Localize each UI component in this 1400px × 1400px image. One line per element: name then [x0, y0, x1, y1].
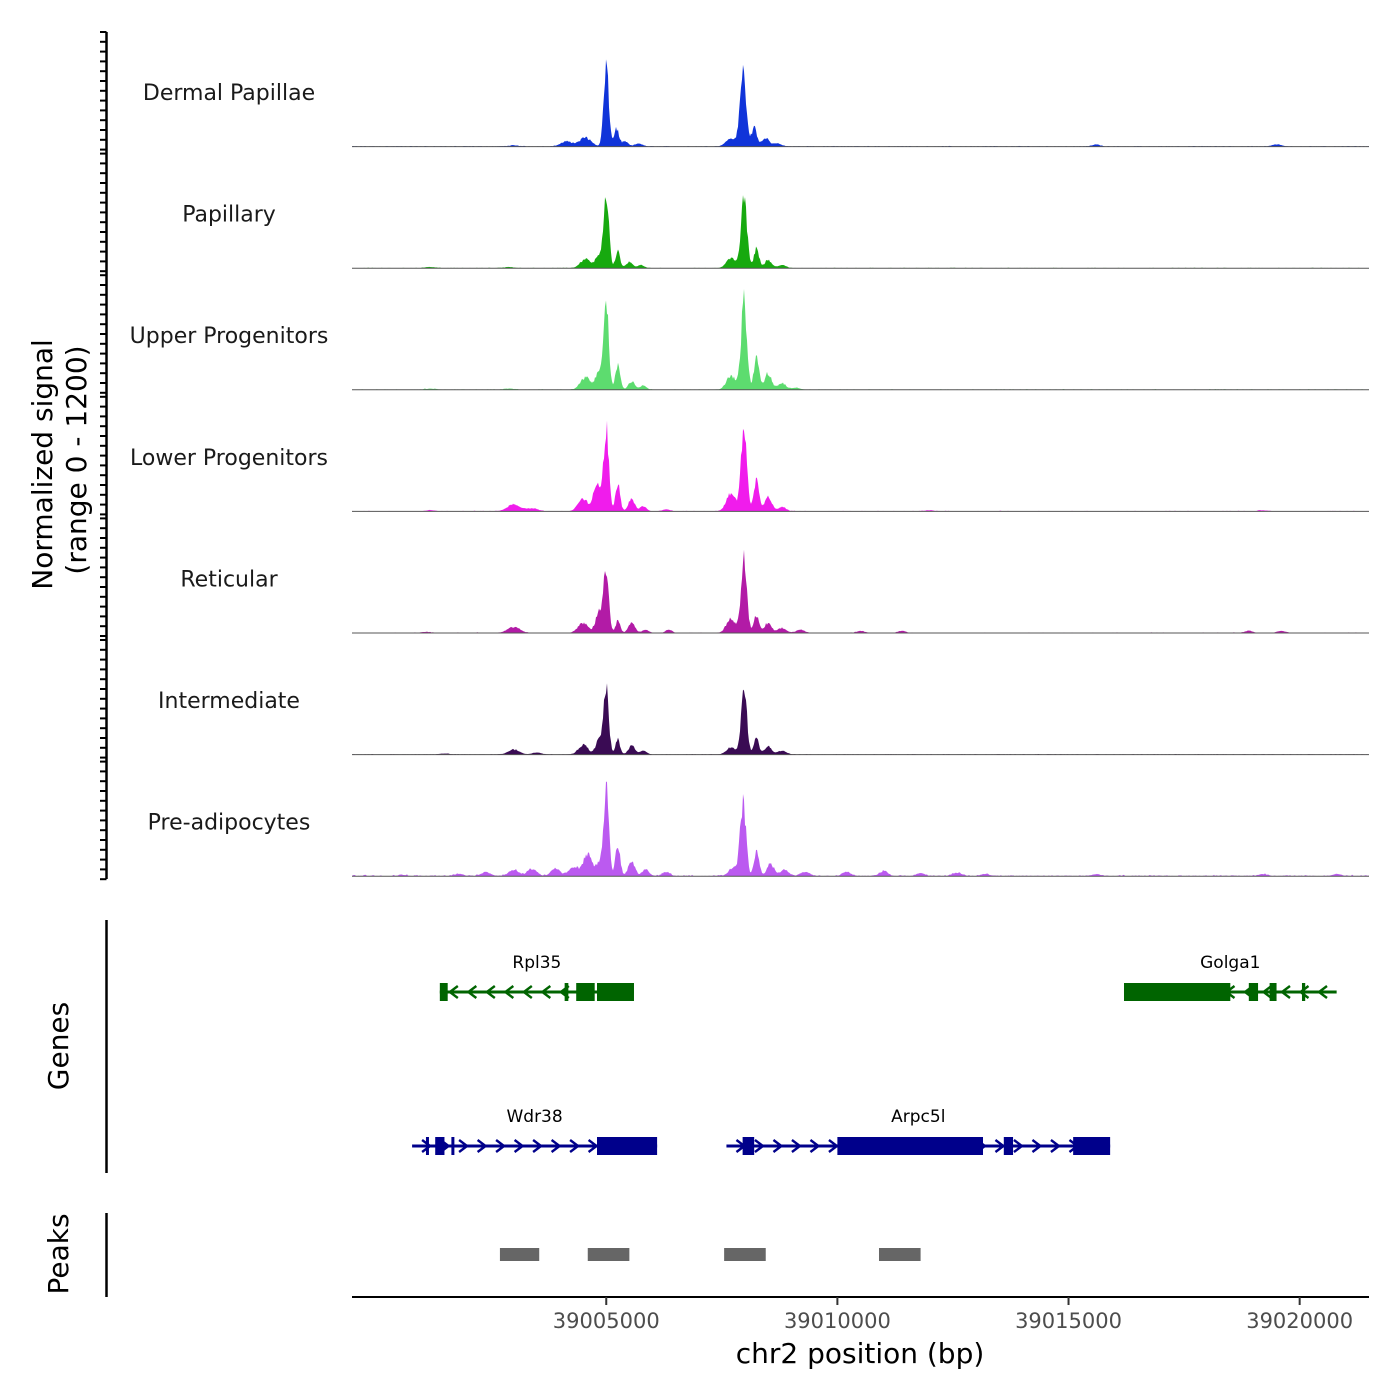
gene-exon: [425, 1137, 429, 1155]
gene-exon: [451, 1137, 455, 1155]
strand-arrow: [587, 1139, 599, 1153]
coverage-y-axis: [100, 31, 108, 881]
gene-track-label: Genes: [42, 1002, 75, 1090]
track-pre-adipocytes: Pre-adipocytes: [148, 781, 1369, 877]
coverage-signal-area: [352, 683, 1369, 755]
x-tick-label: 39005000: [553, 1309, 660, 1333]
gene-rpl35: Rpl35: [439, 953, 634, 1001]
track-label: Intermediate: [158, 689, 300, 714]
peak-region: [587, 1248, 630, 1261]
gene-label: Arpc5l: [891, 1107, 945, 1127]
track-label: Reticular: [180, 567, 278, 592]
track-papillary: Papillary: [182, 195, 1369, 269]
track-upper-progenitors: Upper Progenitors: [130, 288, 1369, 391]
gene-exon: [1248, 983, 1259, 1001]
strand-arrow: [791, 1139, 802, 1153]
gene-exon: [439, 983, 448, 1001]
strand-arrow: [458, 1139, 470, 1153]
x-tick-label: 39010000: [784, 1309, 891, 1333]
gene-label: Golga1: [1200, 953, 1260, 973]
peaks-track: Peaks: [42, 1213, 921, 1297]
strand-arrow: [550, 1139, 562, 1153]
track-label: Pre-adipocytes: [148, 811, 311, 836]
strand-arrow: [772, 1139, 784, 1153]
gene-exon: [564, 983, 569, 1001]
gene-exon: [1073, 1137, 1111, 1155]
strand-arrow: [495, 1139, 507, 1153]
gene-exon: [1301, 983, 1306, 1001]
strand-arrow: [809, 1139, 821, 1153]
peak-region: [878, 1248, 921, 1261]
strand-arrow: [569, 1139, 581, 1153]
track-lower-progenitors: Lower Progenitors: [130, 420, 1369, 512]
gene-exon: [576, 983, 595, 1001]
coverage-signal-area: [352, 781, 1369, 877]
strand-arrow: [466, 985, 478, 999]
gene-exon: [1123, 983, 1231, 1001]
strand-arrow: [532, 1139, 544, 1153]
gene-exon: [1003, 1137, 1014, 1155]
strand-arrow: [503, 985, 515, 999]
strand-arrow: [421, 1139, 433, 1153]
gene-label: Rpl35: [512, 953, 561, 973]
strand-arrow: [447, 985, 459, 999]
coverage-signal-area: [352, 420, 1369, 512]
strand-arrow: [754, 1139, 765, 1153]
gene-wdr38: Wdr38: [412, 1107, 658, 1155]
gene-label: Wdr38: [506, 1107, 562, 1127]
gene-exon: [435, 1137, 445, 1155]
gene-exon: [837, 1137, 984, 1155]
y-axis-title: Normalized signal (range 0 - 1200): [26, 330, 93, 589]
peak-region: [724, 1248, 766, 1261]
coverage-signal-area: [352, 288, 1369, 390]
x-tick-label: 39015000: [1015, 1309, 1122, 1333]
x-axis: 39005000 39010000 39015000 39020000: [352, 1296, 1369, 1333]
gene-track: Genes Rpl35 Golga1 Wdr38 Arpc5l: [42, 920, 1337, 1173]
track-reticular: Reticular: [180, 549, 1369, 634]
strand-arrow: [540, 985, 552, 999]
gene-exon: [597, 1137, 658, 1155]
coverage-signal-area: [352, 59, 1369, 147]
strand-arrow: [1013, 1139, 1024, 1153]
strand-arrow: [484, 985, 496, 999]
track-label: Dermal Papillae: [143, 81, 315, 106]
gene-exon: [1269, 983, 1277, 1001]
strand-arrow: [1298, 985, 1310, 999]
peak-region: [499, 1248, 540, 1261]
gene-golga1: Golga1: [1123, 953, 1337, 1001]
y-axis-title-line-1: Normalized signal: [26, 339, 59, 590]
track-label: Upper Progenitors: [130, 324, 329, 349]
y-axis-title-line-2: (range 0 - 1200): [60, 345, 93, 574]
strand-arrow: [1279, 985, 1291, 999]
coverage-signal-area: [352, 549, 1369, 633]
strand-arrow: [828, 1139, 839, 1153]
peaks-track-label: Peaks: [42, 1213, 75, 1294]
strand-arrow: [1316, 985, 1328, 999]
strand-arrow: [1261, 985, 1273, 999]
track-label: Lower Progenitors: [130, 446, 328, 471]
strand-arrow: [521, 985, 533, 999]
strand-arrow: [1031, 1139, 1043, 1153]
gene-arpc5l: Arpc5l: [726, 1107, 1111, 1155]
gene-exon: [742, 1137, 755, 1155]
gene-exon: [597, 983, 634, 1001]
coverage-tracks: Dermal Papillae Papillary Upper Progenitor…: [130, 59, 1369, 877]
track-label: Papillary: [182, 203, 276, 228]
coverage-signal-area: [352, 195, 1369, 269]
x-tick-label: 39020000: [1246, 1309, 1353, 1333]
track-intermediate: Intermediate: [158, 683, 1369, 756]
strand-arrow: [1050, 1139, 1061, 1153]
strand-arrow: [994, 1139, 1006, 1153]
track-dermal-papillae: Dermal Papillae: [143, 59, 1369, 148]
x-axis-title: chr2 position (bp): [736, 1337, 985, 1370]
strand-arrow: [476, 1139, 488, 1153]
strand-arrow: [513, 1139, 525, 1153]
